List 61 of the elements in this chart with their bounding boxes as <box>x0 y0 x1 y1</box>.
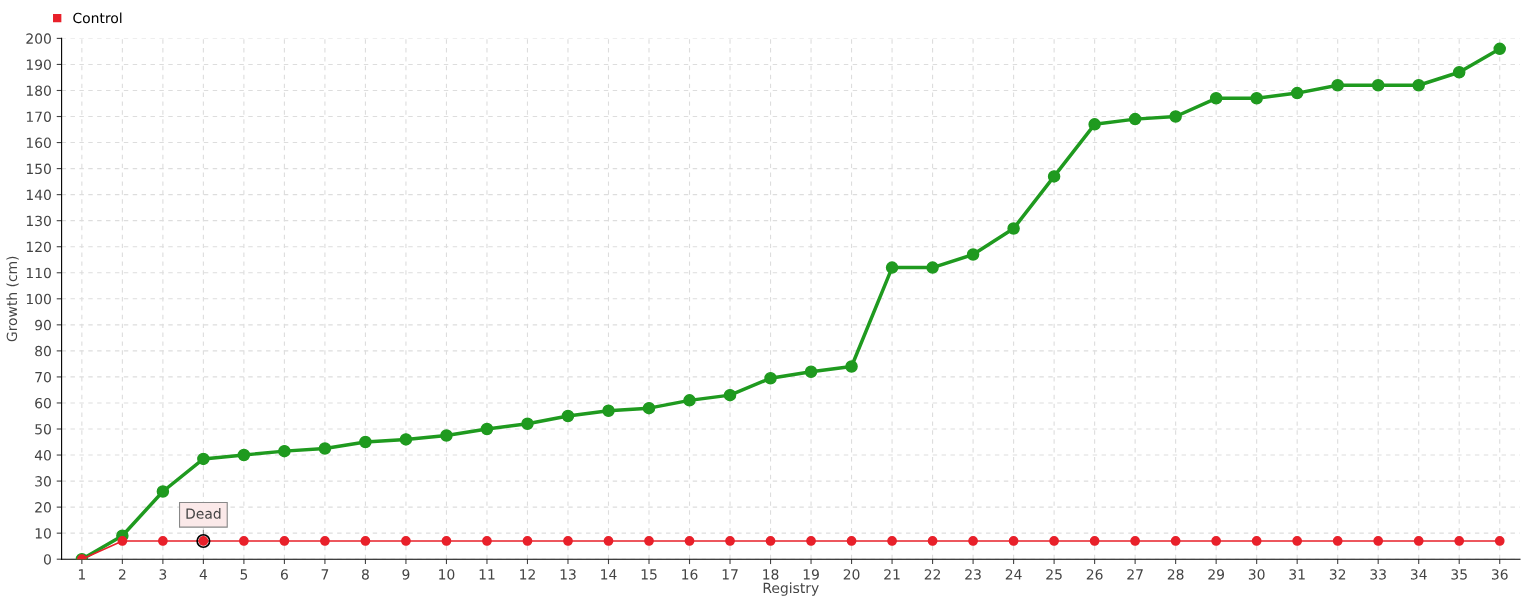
x-tick-label: 2 <box>118 569 126 580</box>
x-tick-label: 34 <box>1410 569 1427 580</box>
x-tick-label: 19 <box>803 569 819 580</box>
x-tick-label: 5 <box>240 569 248 580</box>
x-tick-label: 8 <box>361 569 369 580</box>
y-tick-label: 200 <box>26 33 51 44</box>
x-tick-label: 25 <box>1046 569 1062 580</box>
x-tick-label: 32 <box>1329 569 1346 580</box>
y-tick-label: 150 <box>26 163 51 175</box>
y-axis-title: Growth (cm) <box>6 256 19 342</box>
y-tick-label: 30 <box>35 476 51 487</box>
x-tick-label: 14 <box>601 569 617 580</box>
y-tick-label: 180 <box>26 85 51 96</box>
x-tick-label: 21 <box>884 569 900 580</box>
y-tick-label: 80 <box>35 345 51 357</box>
annotation: Dead <box>186 508 221 519</box>
x-tick-label: 16 <box>682 569 698 580</box>
x-tick-label: 33 <box>1370 569 1386 580</box>
x-axis-title: Registry <box>763 582 819 596</box>
y-tick-label: 120 <box>26 241 51 253</box>
x-tick-label: 1 <box>78 569 85 580</box>
y-tick-label: 20 <box>35 502 51 513</box>
y-tick-label: 110 <box>26 267 51 279</box>
x-tick-label: 24 <box>1005 569 1022 580</box>
x-tick-label: 26 <box>1086 569 1103 580</box>
y-tick-label: 10 <box>35 528 51 539</box>
x-tick-label: 36 <box>1491 569 1508 580</box>
y-tick-label: 90 <box>35 319 51 331</box>
x-tick-label: 35 <box>1451 569 1467 580</box>
x-tick-label: 22 <box>924 569 941 580</box>
x-tick-label: 12 <box>520 569 535 580</box>
x-tick-label: 3 <box>159 569 167 580</box>
y-tick-label: 170 <box>26 111 51 122</box>
y-tick-label: 60 <box>35 397 51 409</box>
y-tick-label: 100 <box>26 293 51 305</box>
x-tick-label: 31 <box>1289 569 1305 580</box>
x-tick-label: 27 <box>1127 569 1143 580</box>
y-tick-label: 140 <box>26 189 51 201</box>
x-tick-label: 23 <box>965 569 981 580</box>
y-tick-label: 0 <box>43 554 51 565</box>
x-tick-label: 7 <box>321 569 329 580</box>
y-tick-label: 160 <box>26 137 51 149</box>
y-tick-label: 130 <box>26 215 51 227</box>
x-tick-label: 28 <box>1167 569 1184 580</box>
x-tick-label: 6 <box>280 569 288 580</box>
y-tick-label: 70 <box>35 371 51 383</box>
x-tick-label: 15 <box>641 569 657 580</box>
legend-label: Control <box>73 12 122 24</box>
x-tick-label: 4 <box>199 569 208 580</box>
x-tick-label: 11 <box>479 569 495 580</box>
y-tick-label: 40 <box>34 450 51 461</box>
x-tick-label: 18 <box>763 569 779 580</box>
x-tick-label: 29 <box>1208 569 1225 580</box>
y-tick-label: 50 <box>35 423 51 435</box>
x-tick-label: 9 <box>402 569 410 580</box>
x-tick-label: 17 <box>722 569 738 580</box>
x-tick-label: 20 <box>843 569 860 580</box>
x-tick-label: 10 <box>439 569 455 580</box>
x-tick-label: 30 <box>1248 569 1265 580</box>
y-tick-label: 190 <box>26 59 51 70</box>
x-tick-label: 13 <box>560 569 576 580</box>
